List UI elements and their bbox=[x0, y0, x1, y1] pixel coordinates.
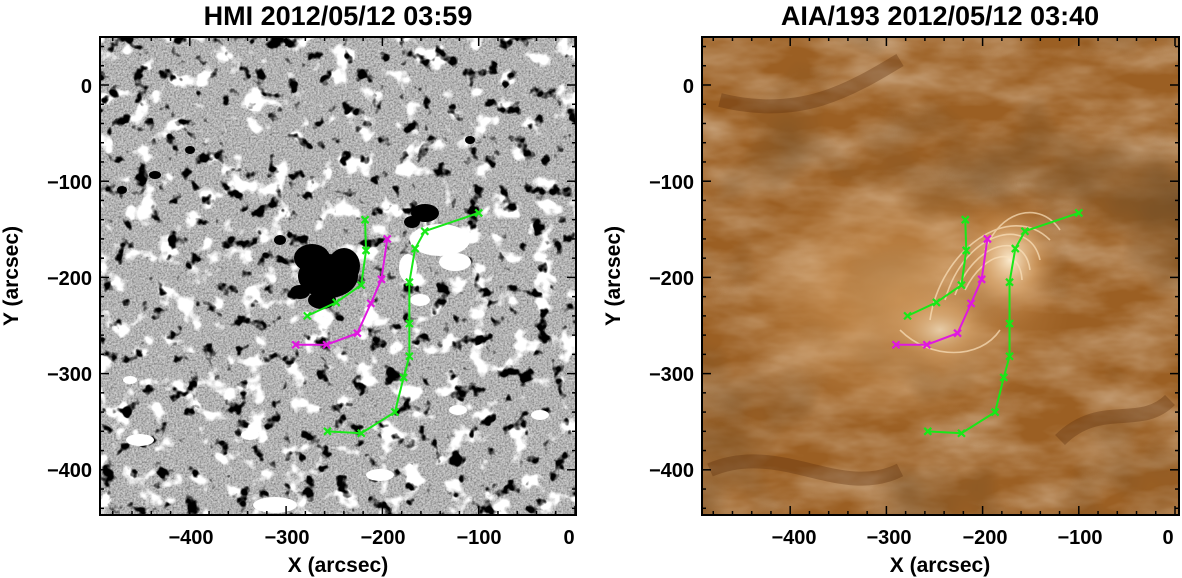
x-marker bbox=[961, 246, 971, 255]
green-west-path bbox=[927, 211, 1080, 435]
y-tick-label: −200 bbox=[47, 268, 92, 290]
x-tick-label: −300 bbox=[866, 527, 911, 549]
panel-title-aia: AIA/193 2012/05/12 03:40 bbox=[781, 1, 1099, 31]
x-marker bbox=[474, 208, 483, 218]
x-marker bbox=[961, 215, 970, 224]
hmi-overlay-paths bbox=[291, 208, 483, 438]
x-tick-label: −300 bbox=[264, 527, 309, 549]
x-tick-label: −200 bbox=[360, 527, 405, 549]
x-marker bbox=[1005, 319, 1014, 328]
aia-overlay-paths bbox=[891, 208, 1084, 438]
y-tick-label: −400 bbox=[47, 460, 92, 482]
x-marker bbox=[966, 299, 976, 308]
x-axis-label: X (arcsec) bbox=[890, 554, 990, 577]
panel-title-hmi: HMI 2012/05/12 03:59 bbox=[204, 1, 473, 31]
x-marker bbox=[356, 280, 366, 290]
x-marker bbox=[377, 275, 386, 284]
x-tick-label: 0 bbox=[1162, 527, 1173, 549]
hmi-image bbox=[100, 37, 576, 515]
y-tick-label: −400 bbox=[649, 460, 694, 482]
y-tick-label: −100 bbox=[649, 172, 694, 194]
x-marker bbox=[932, 298, 941, 307]
x-marker bbox=[922, 340, 932, 350]
y-tick-label: −300 bbox=[47, 364, 92, 386]
x-tick-label: −400 bbox=[771, 527, 816, 549]
aia-plot-frame bbox=[701, 36, 1180, 516]
x-marker bbox=[322, 340, 331, 350]
x-marker bbox=[331, 298, 341, 307]
aia-ticks bbox=[702, 37, 1179, 515]
y-tick-label: −300 bbox=[649, 364, 694, 386]
x-marker bbox=[353, 328, 362, 338]
x-marker bbox=[923, 427, 933, 436]
x-marker bbox=[323, 427, 332, 436]
x-tick-label: −100 bbox=[1057, 527, 1102, 549]
x-tick-label: −100 bbox=[456, 527, 501, 549]
magenta-path bbox=[295, 238, 389, 346]
x-marker bbox=[382, 234, 392, 244]
x-marker bbox=[303, 311, 312, 321]
x-marker bbox=[1020, 226, 1030, 236]
x-marker bbox=[1005, 352, 1014, 361]
x-marker bbox=[1005, 277, 1014, 287]
x-marker bbox=[953, 328, 962, 338]
aia-image bbox=[702, 37, 1179, 515]
green-west-path bbox=[327, 211, 480, 435]
x-marker bbox=[405, 319, 414, 328]
x-marker bbox=[957, 428, 966, 438]
x-marker bbox=[990, 407, 1000, 417]
x-marker bbox=[983, 234, 992, 244]
y-axis-label: Y (arcsec) bbox=[602, 226, 625, 326]
x-marker bbox=[1074, 208, 1084, 218]
aia-x-tick-labels: −400 −300 −200 −100 0 bbox=[771, 527, 1173, 549]
x-marker bbox=[405, 352, 414, 361]
x-marker bbox=[903, 311, 912, 321]
x-tick-label: −400 bbox=[168, 527, 213, 549]
x-marker bbox=[390, 407, 400, 417]
x-marker bbox=[291, 340, 301, 350]
x-marker bbox=[360, 215, 370, 224]
x-marker bbox=[366, 299, 376, 308]
x-marker bbox=[999, 373, 1009, 382]
y-tick-label: −200 bbox=[649, 268, 694, 290]
x-marker bbox=[361, 246, 371, 255]
x-marker bbox=[399, 373, 408, 382]
x-marker bbox=[420, 226, 430, 236]
y-tick-label: −100 bbox=[47, 172, 92, 194]
y-tick-label: 0 bbox=[683, 76, 694, 98]
hmi-ticks bbox=[100, 37, 576, 515]
x-tick-label: −200 bbox=[962, 527, 1007, 549]
x-marker bbox=[891, 340, 901, 350]
x-marker bbox=[1011, 244, 1020, 253]
x-axis-label: X (arcsec) bbox=[288, 554, 388, 577]
hmi-plot-frame bbox=[99, 36, 577, 516]
x-marker bbox=[977, 275, 986, 284]
aia-y-tick-labels: 0 −100 −200 −300 −400 bbox=[649, 76, 694, 482]
x-marker bbox=[356, 428, 366, 438]
x-marker bbox=[957, 280, 966, 290]
x-tick-label: 0 bbox=[563, 527, 574, 549]
x-marker bbox=[405, 277, 414, 287]
y-axis-label: Y (arcsec) bbox=[0, 226, 23, 326]
hmi-x-tick-labels: −400 −300 −200 −100 0 bbox=[168, 527, 574, 549]
hmi-y-tick-labels: 0 −100 −200 −300 −400 bbox=[47, 76, 92, 482]
magenta-path bbox=[896, 238, 989, 346]
y-tick-label: 0 bbox=[81, 76, 92, 98]
x-marker bbox=[410, 244, 420, 253]
